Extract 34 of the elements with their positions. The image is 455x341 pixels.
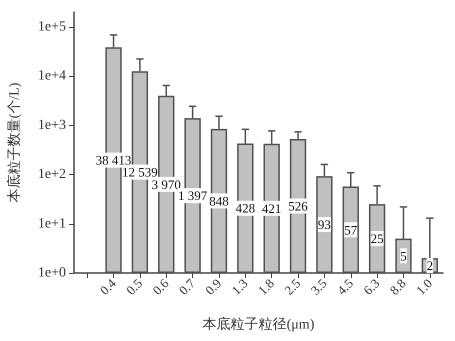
data-label: 5	[400, 248, 407, 264]
x-tick-label: 6.3	[360, 276, 382, 298]
data-label: 526	[288, 198, 308, 214]
x-tick-label: 1.0	[413, 276, 436, 298]
data-label: 12 539	[122, 164, 158, 180]
x-tick-label: 0.4	[96, 275, 120, 298]
y-axis-title: 本底粒子数量(个/L)	[6, 82, 22, 202]
data-label: 3 970	[152, 176, 181, 192]
y-tick-label: 1e+0	[38, 266, 66, 280]
x-tick-label: 3.5	[308, 276, 330, 298]
data-label: 428	[236, 200, 256, 216]
x-tick-label: 0.9	[202, 276, 224, 298]
x-tick-label: 1.8	[254, 276, 277, 298]
data-label: 25	[370, 231, 384, 246]
x-tick-label: 0.5	[123, 276, 146, 298]
data-label: 421	[262, 200, 282, 216]
data-label: 848	[209, 193, 229, 208]
y-tick-label: 1e+1	[38, 216, 66, 232]
x-tick-label: 8.8	[386, 276, 409, 298]
data-label: 38 413	[96, 152, 132, 168]
data-label: 93	[318, 217, 331, 232]
x-tick-label: 0.6	[149, 275, 172, 298]
x-tick-label: 1.3	[228, 276, 251, 298]
x-tick-label: 2.5	[281, 276, 304, 298]
data-label: 57	[344, 222, 358, 238]
y-tick-label: 1e+2	[38, 167, 66, 182]
data-label: 1 397	[178, 188, 208, 204]
data-label: 2	[426, 258, 434, 274]
y-tick-label: 1e+3	[38, 118, 66, 133]
y-tick-label: 1e+5	[38, 19, 66, 34]
y-tick-label: 1e+4	[38, 68, 66, 84]
x-tick-label: 4.5	[334, 276, 356, 298]
x-tick-label: 0.7	[176, 275, 198, 298]
x-axis-title: 本底粒子粒径(μm)	[202, 316, 315, 332]
